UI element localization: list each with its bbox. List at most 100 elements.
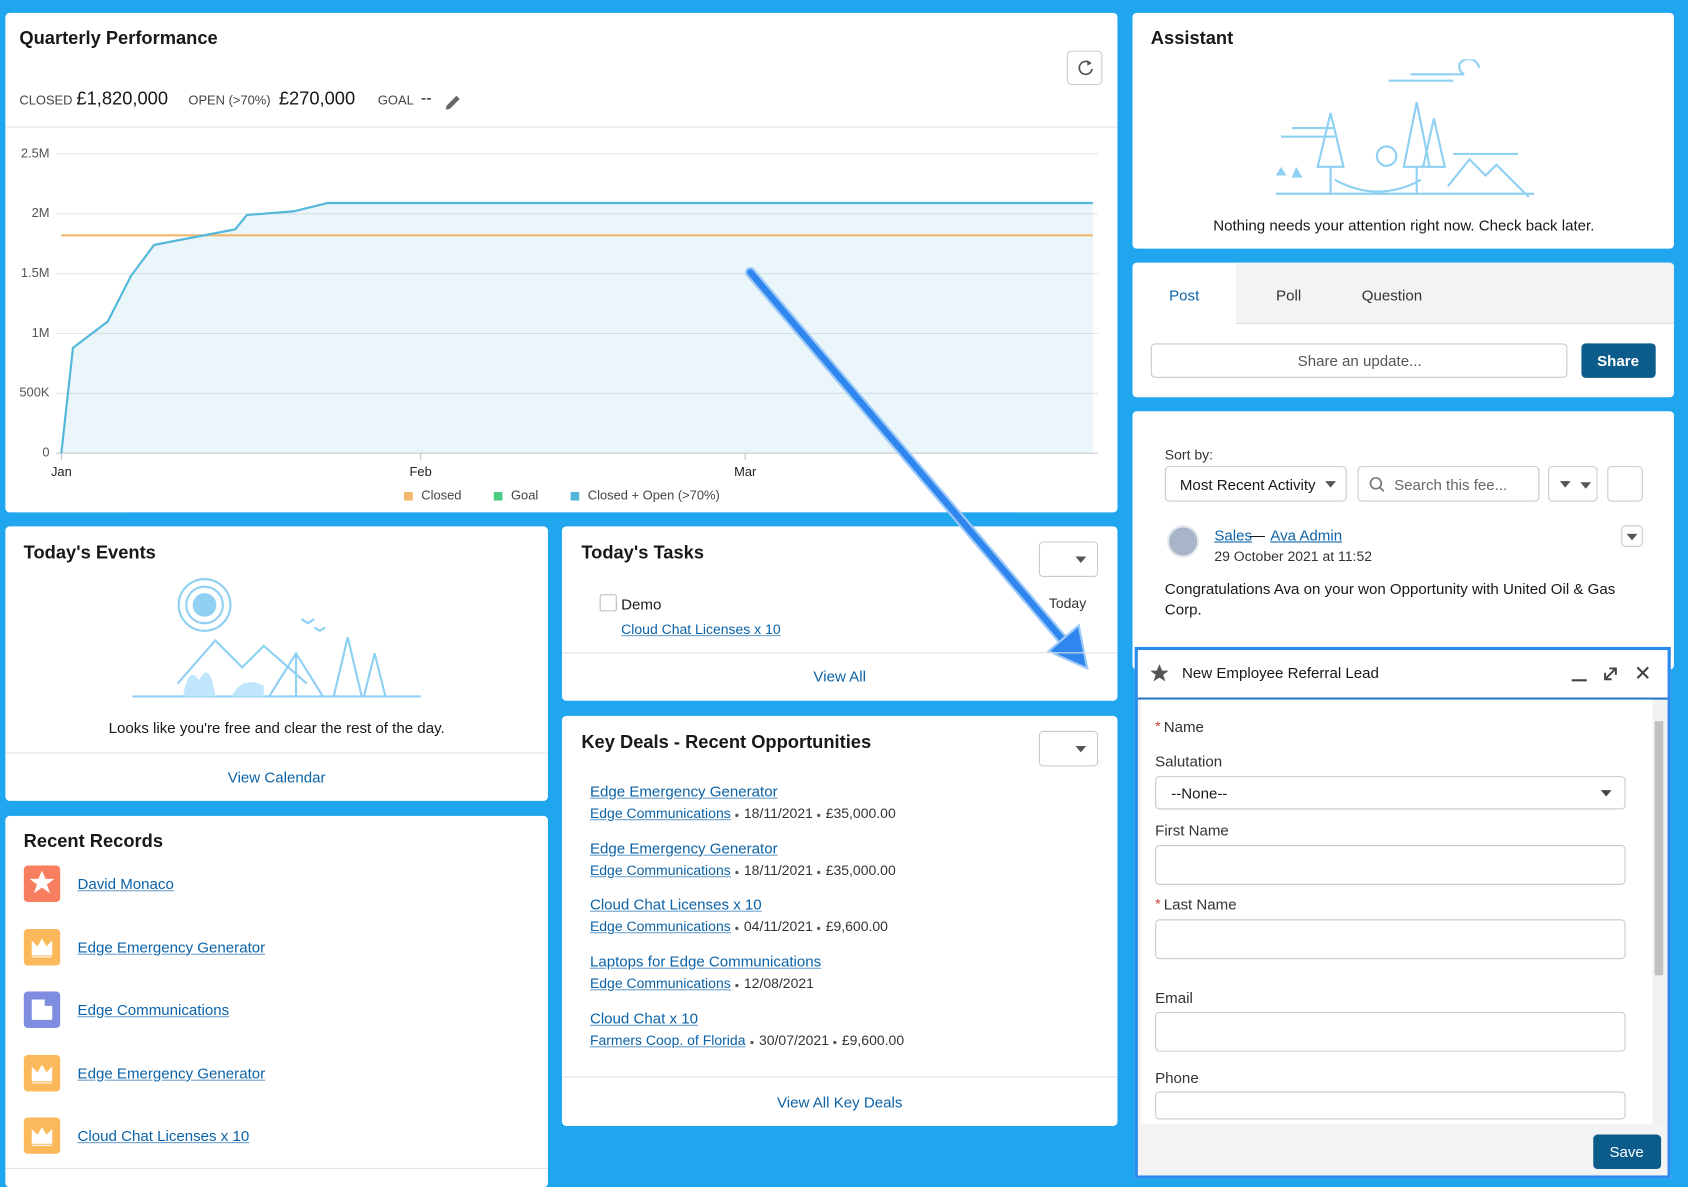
- deal-account[interactable]: Edge Communications: [589, 918, 731, 935]
- sort-button[interactable]: [1038, 541, 1099, 577]
- search-glyph: [1369, 477, 1385, 492]
- caret: [1559, 481, 1571, 488]
- deal-name[interactable]: Edge Emergency Generator: [589, 782, 778, 800]
- x-tick-label: Feb: [410, 464, 432, 479]
- search-box[interactable]: [1357, 466, 1540, 502]
- required-marker: *: [1155, 895, 1161, 912]
- checkbox[interactable]: [599, 594, 617, 612]
- deal-account[interactable]: Edge Communications: [589, 975, 731, 992]
- bush: [183, 672, 264, 697]
- caret-shape: [1626, 533, 1638, 541]
- form-title: New Employee Referral Lead: [1182, 664, 1379, 682]
- record-icon: [23, 1054, 61, 1092]
- share-input[interactable]: [1150, 343, 1568, 378]
- deal-name[interactable]: Laptops for Edge Communications: [589, 952, 822, 970]
- sun: [192, 593, 217, 617]
- separator-dot: [750, 1040, 754, 1044]
- caret-shape: [1075, 745, 1087, 753]
- icon-glyph: [31, 938, 53, 958]
- field-input[interactable]: [1155, 844, 1626, 885]
- required-marker: *: [1155, 717, 1161, 735]
- recent-records-card: [5, 815, 548, 1187]
- placeholder[interactable]: Share an update...: [1297, 351, 1422, 370]
- record-link[interactable]: Edge Communications: [77, 1001, 230, 1019]
- legend-swatch: [570, 491, 580, 501]
- deal-name[interactable]: Cloud Chat x 10: [589, 1009, 699, 1027]
- stat-label: GOAL: [377, 92, 414, 108]
- close[interactable]: [1636, 666, 1649, 679]
- tab-bar: [1235, 262, 1675, 325]
- expand[interactable]: [1604, 667, 1617, 681]
- separator-dot: [817, 927, 821, 931]
- field-value[interactable]: --None--: [1171, 784, 1228, 802]
- button-label[interactable]: Save: [1609, 1143, 1644, 1161]
- legend-swatch: [404, 491, 413, 501]
- y-tick-label: 2.5M: [21, 145, 50, 160]
- empty-message: Nothing needs your attention right now. …: [1213, 216, 1595, 234]
- x-tick-label: Jan: [51, 464, 72, 479]
- field-input[interactable]: [1155, 919, 1626, 960]
- task-due: Today: [1048, 595, 1087, 612]
- record-link[interactable]: Edge Emergency Generator: [77, 938, 266, 956]
- record-link[interactable]: David Monaco: [77, 875, 174, 893]
- link[interactable]: View All: [813, 667, 866, 685]
- deal-name[interactable]: Cloud Chat Licenses x 10: [589, 896, 762, 914]
- docked-form: [1134, 646, 1671, 1179]
- caret-shape: [1600, 790, 1612, 797]
- link[interactable]: View All Key Deals: [777, 1093, 903, 1111]
- share-button[interactable]: [1581, 343, 1656, 378]
- record-icon: [23, 991, 61, 1029]
- sort-button[interactable]: [1038, 730, 1099, 767]
- deal-amount: £35,000.00: [825, 805, 896, 822]
- record-link[interactable]: Edge Emergency Generator: [77, 1064, 266, 1082]
- deal-date: 18/11/2021: [743, 805, 813, 822]
- record-link[interactable]: Cloud Chat Licenses x 10: [77, 1127, 250, 1145]
- y-tick-label: 1.5M: [21, 265, 50, 280]
- group-link[interactable]: Sales: [1214, 526, 1253, 544]
- stat-value: £270,000: [278, 88, 356, 109]
- post-date: 29 October 2021 at 11:52: [1214, 547, 1373, 565]
- sort-select[interactable]: [1164, 466, 1347, 502]
- author-link[interactable]: Ava Admin: [1270, 526, 1343, 544]
- scrollbar[interactable]: [1652, 703, 1666, 1124]
- search-icon: [1369, 477, 1385, 492]
- sort-value[interactable]: Most Recent Activity: [1179, 475, 1316, 494]
- deal-date: 30/07/2021: [758, 1032, 830, 1049]
- deal-account[interactable]: Edge Communications: [589, 861, 731, 879]
- tab[interactable]: Post: [1169, 286, 1200, 304]
- legend-item: Closed + Open (>70%): [570, 488, 720, 503]
- y-tick-label: 2M: [32, 205, 50, 220]
- avatar: [1166, 525, 1200, 558]
- y-tick-label: 1M: [32, 325, 50, 340]
- caret: [1075, 556, 1087, 563]
- events-card: [5, 526, 548, 801]
- deal-name[interactable]: Edge Emergency Generator: [589, 839, 778, 857]
- tab[interactable]: Question: [1361, 286, 1423, 304]
- field-input[interactable]: [1155, 1091, 1626, 1120]
- deal-amount: £35,000.00: [825, 861, 896, 879]
- task-related[interactable]: Cloud Chat Licenses x 10: [621, 621, 781, 638]
- divider: [5, 1167, 548, 1170]
- refresh-button[interactable]: [1066, 50, 1103, 86]
- edit-icon[interactable]: [445, 95, 460, 110]
- search-placeholder[interactable]: Search this fee...: [1394, 475, 1508, 494]
- deal-account[interactable]: Farmers Coop. of Florida: [589, 1032, 746, 1049]
- button-label[interactable]: Share: [1597, 351, 1639, 370]
- chart: 0 500K 1M 1.5M 2M 2.5M Jan Feb Mar Closed Goal Clos…: [5, 50, 1118, 503]
- field-input[interactable]: [1155, 1011, 1626, 1052]
- deal-account[interactable]: Edge Communications: [589, 805, 731, 822]
- legend-label: Goal: [511, 488, 538, 503]
- deal-date: 18/11/2021: [743, 861, 813, 879]
- x-tick-label: Mar: [734, 464, 757, 479]
- refresh-button[interactable]: [1607, 466, 1643, 502]
- form-icon: [1150, 664, 1169, 682]
- caret-shape: [1559, 481, 1571, 488]
- caret: [1325, 481, 1336, 488]
- save-button[interactable]: [1593, 1134, 1662, 1170]
- field-input[interactable]: [1155, 776, 1626, 810]
- tab[interactable]: Poll: [1276, 286, 1302, 304]
- link[interactable]: View Calendar: [227, 768, 326, 786]
- caret: [1580, 482, 1592, 489]
- feed-card: [1132, 411, 1675, 670]
- scroll-thumb[interactable]: [1654, 721, 1664, 976]
